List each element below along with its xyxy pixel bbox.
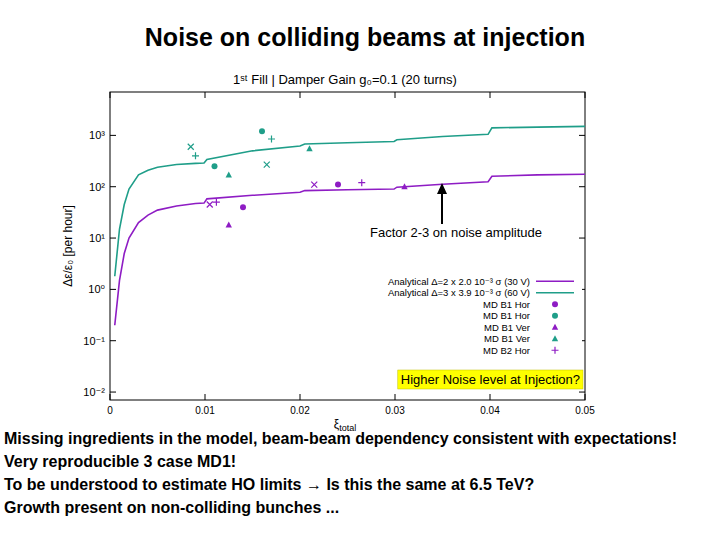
slide-title: Noise on colliding beams at injection (145, 23, 585, 51)
y-tick (110, 238, 116, 239)
y-tick-label: 10² (89, 181, 105, 193)
y-tick (579, 186, 585, 187)
x-tick (585, 92, 586, 98)
y-tick (110, 340, 116, 341)
x-tick-label: 0.02 (290, 405, 310, 416)
x-tick (490, 394, 491, 400)
data-point (212, 163, 218, 169)
data-point (264, 162, 270, 168)
x-tick (205, 394, 206, 400)
legend-swatch (536, 292, 574, 294)
legend-swatch (552, 347, 559, 354)
y-tick (110, 392, 116, 393)
data-point (213, 199, 220, 206)
x-tick (300, 394, 301, 400)
slide: Noise on colliding beams at injection 1ˢᵗ… (0, 0, 720, 540)
data-point (188, 144, 194, 150)
y-tick (579, 135, 585, 136)
y-tick (579, 238, 585, 239)
y-tick-label: 10³ (89, 129, 105, 141)
y-tick (110, 135, 116, 136)
data-point (335, 182, 341, 188)
legend-label: MD B1 Ver (484, 322, 530, 333)
y-tick-label: 10¹ (89, 232, 105, 244)
legend-swatch (552, 324, 558, 330)
legend-label: MD B1 Ver (484, 333, 530, 344)
x-tick (300, 92, 301, 98)
data-point (226, 171, 232, 177)
y-tick (110, 186, 116, 187)
x-tick-label: 0.01 (195, 405, 215, 416)
arrow-shaft (441, 192, 443, 224)
plot-frame (110, 92, 585, 400)
x-tick-label: 0.04 (480, 405, 500, 416)
annotation: Higher Noise level at Injection? (401, 372, 580, 387)
y-tick (110, 289, 116, 290)
y-tick-label: 10⁰ (88, 283, 105, 295)
data-point (268, 136, 275, 143)
data-point (240, 204, 246, 210)
analytical-line (115, 126, 585, 276)
x-tick (490, 92, 491, 98)
x-tick (110, 394, 111, 400)
data-point (401, 183, 407, 189)
y-tick-label: 10⁻¹ (83, 335, 105, 347)
data-point (259, 128, 265, 134)
legend-label: MD B1 Hor (483, 299, 530, 310)
legend-label: MD B2 Hor (483, 345, 530, 356)
note-line: Growth present on non-colliding bunches … (4, 499, 339, 516)
legend-swatch (552, 335, 558, 341)
chart-title: 1ˢᵗ Fill | Damper Gain g₀=0.1 (20 turns) (233, 72, 457, 87)
y-axis-label: Δε/ε₀ [per hour] (61, 205, 75, 287)
arrow-head (437, 183, 447, 194)
y-tick-label: 10⁻² (83, 386, 105, 398)
legend-label: Analytical Δ=2 x 2.0 10⁻³ σ (30 V) (388, 276, 530, 287)
data-point (306, 145, 312, 151)
note-line: To be understood to estimate HO limits →… (4, 476, 534, 493)
x-tick (395, 92, 396, 98)
legend-swatch (552, 301, 558, 307)
x-tick-label: 0.03 (385, 405, 405, 416)
data-point (207, 202, 213, 208)
note-line: Very reproducible 3 case MD1! (4, 453, 236, 470)
data-point (311, 182, 317, 188)
legend-label: Analytical Δ=3 x 3.9 10⁻³ σ (60 V) (388, 287, 530, 298)
legend-swatch (536, 280, 574, 282)
x-tick (395, 394, 396, 400)
x-tick (205, 92, 206, 98)
annotation: Factor 2-3 on noise amplitude (370, 225, 542, 240)
x-tick (110, 92, 111, 98)
note-line: Missing ingredients in the model, beam-b… (4, 430, 677, 447)
marks (115, 126, 585, 325)
x-tick (585, 394, 586, 400)
analytical-line (115, 174, 585, 325)
data-point (192, 152, 199, 159)
legend-label: MD B1 Hor (483, 310, 530, 321)
legend-box (384, 272, 582, 361)
y-tick (579, 392, 585, 393)
legend-swatch (552, 313, 558, 319)
x-tick-label: 0 (107, 405, 113, 416)
x-tick-label: 0.05 (575, 405, 595, 416)
annotation-box (398, 370, 583, 389)
data-point (358, 179, 365, 186)
data-point (226, 221, 232, 227)
